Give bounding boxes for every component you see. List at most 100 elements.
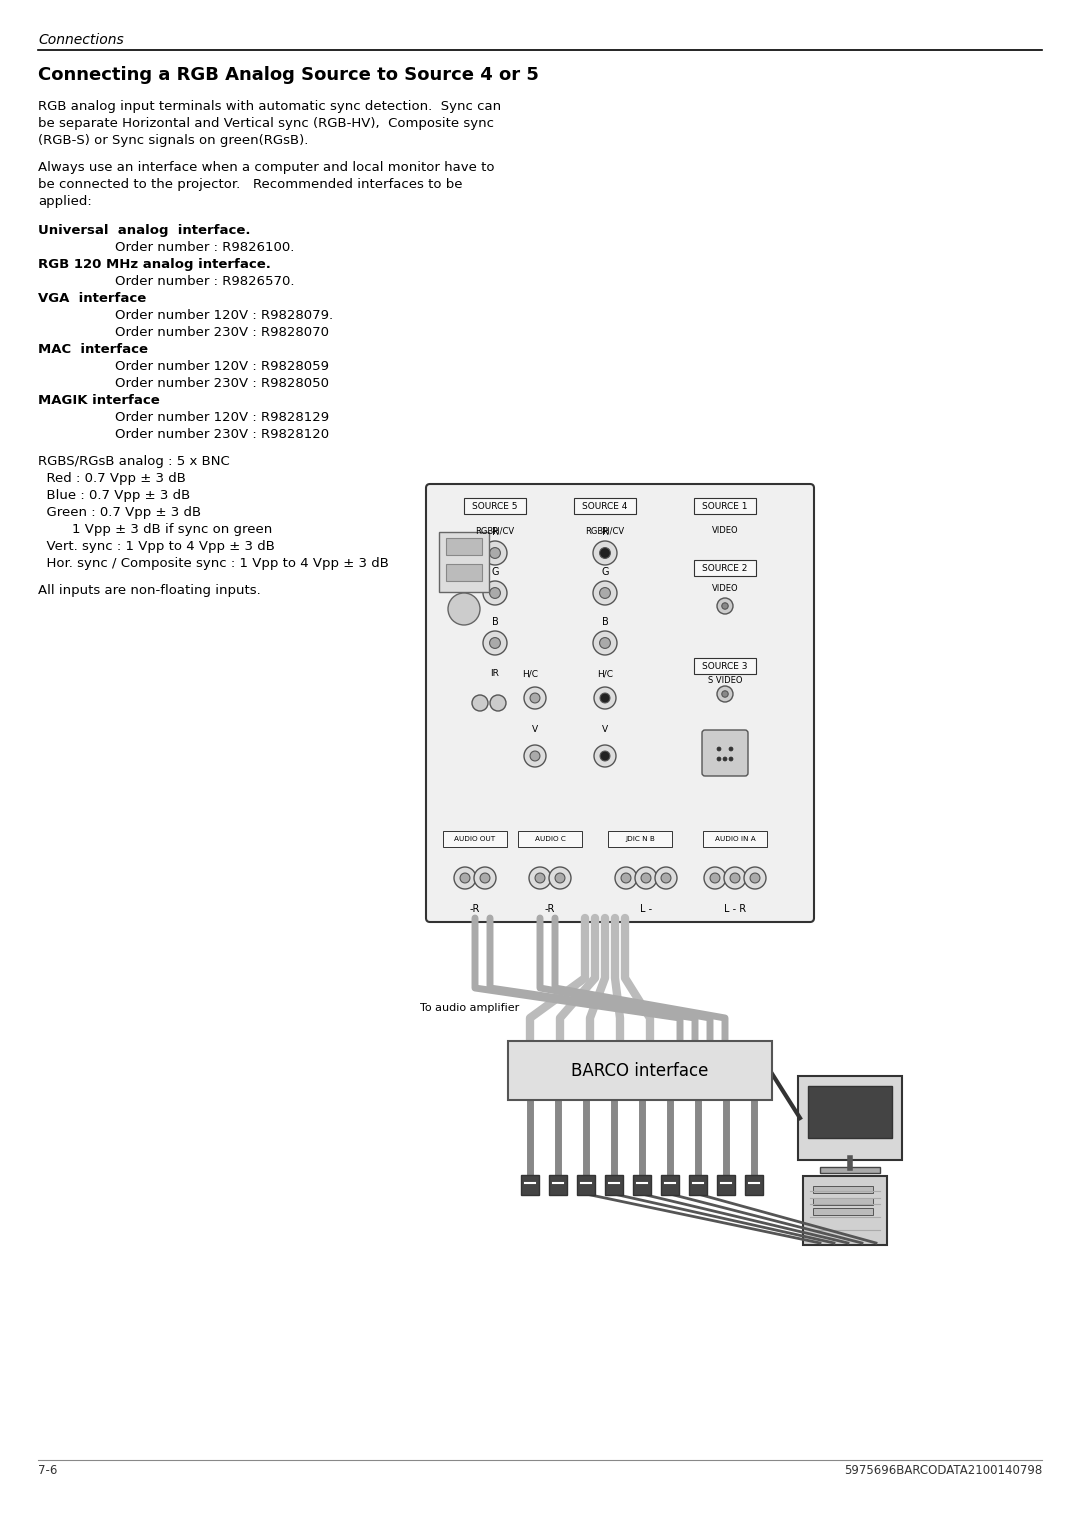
Circle shape (530, 694, 540, 703)
Text: Vert. sync : 1 Vpp to 4 Vpp ± 3 dB: Vert. sync : 1 Vpp to 4 Vpp ± 3 dB (38, 539, 275, 553)
Text: 5975696BARCODATA2100140798: 5975696BARCODATA2100140798 (843, 1464, 1042, 1478)
Circle shape (448, 593, 480, 625)
Text: H/C: H/C (522, 669, 538, 678)
Circle shape (555, 872, 565, 883)
Circle shape (729, 756, 733, 761)
Text: Order number : R9826570.: Order number : R9826570. (114, 275, 295, 287)
Circle shape (642, 872, 651, 883)
FancyBboxPatch shape (426, 484, 814, 921)
FancyBboxPatch shape (694, 559, 756, 576)
Text: MAC  interface: MAC interface (38, 342, 148, 356)
Circle shape (474, 866, 496, 889)
FancyBboxPatch shape (633, 1175, 651, 1195)
Circle shape (524, 688, 546, 709)
Text: Blue : 0.7 Vpp ± 3 dB: Blue : 0.7 Vpp ± 3 dB (38, 489, 190, 503)
Text: AUDIO OUT: AUDIO OUT (455, 836, 496, 842)
Text: Order number : R9826100.: Order number : R9826100. (114, 241, 295, 254)
Circle shape (599, 547, 610, 558)
Text: Connecting a RGB Analog Source to Source 4 or 5: Connecting a RGB Analog Source to Source… (38, 66, 539, 84)
Text: applied:: applied: (38, 196, 92, 208)
Text: 7-6: 7-6 (38, 1464, 57, 1478)
Circle shape (744, 866, 766, 889)
Circle shape (750, 872, 760, 883)
Text: Order number 230V : R9828120: Order number 230V : R9828120 (114, 428, 329, 442)
Circle shape (483, 631, 507, 656)
Circle shape (717, 756, 721, 761)
FancyBboxPatch shape (798, 1076, 902, 1160)
FancyBboxPatch shape (804, 1177, 887, 1245)
FancyBboxPatch shape (605, 1175, 623, 1195)
Bar (446, 538, 482, 555)
Text: VGA  interface: VGA interface (38, 292, 146, 306)
Text: Connections: Connections (38, 34, 124, 47)
Bar (808, 1086, 892, 1138)
Text: RGB analog input terminals with automatic sync detection.  Sync can: RGB analog input terminals with automati… (38, 99, 501, 113)
Text: Order number 230V : R9828070: Order number 230V : R9828070 (114, 325, 329, 339)
Circle shape (594, 688, 616, 709)
FancyBboxPatch shape (689, 1175, 707, 1195)
Text: 1 Vpp ± 3 dB if sync on green: 1 Vpp ± 3 dB if sync on green (38, 523, 272, 536)
Text: To audio amplifier: To audio amplifier (420, 1002, 519, 1013)
Circle shape (721, 604, 728, 610)
Text: BARCO interface: BARCO interface (571, 1062, 708, 1079)
Circle shape (730, 872, 740, 883)
Text: AUDIO C: AUDIO C (535, 836, 566, 842)
Text: RGB 120 MHz analog interface.: RGB 120 MHz analog interface. (38, 258, 271, 270)
FancyBboxPatch shape (573, 498, 636, 513)
Text: Order number 120V : R9828129: Order number 120V : R9828129 (114, 411, 329, 423)
Circle shape (535, 872, 545, 883)
Circle shape (600, 752, 610, 761)
Circle shape (593, 631, 617, 656)
Circle shape (717, 747, 721, 750)
Circle shape (480, 872, 490, 883)
Bar (446, 564, 482, 581)
Circle shape (724, 866, 746, 889)
Circle shape (621, 872, 631, 883)
Text: SOURCE 5: SOURCE 5 (472, 501, 517, 510)
Circle shape (549, 866, 571, 889)
FancyBboxPatch shape (745, 1175, 762, 1195)
FancyBboxPatch shape (521, 1175, 539, 1195)
Circle shape (599, 588, 610, 599)
Circle shape (490, 695, 507, 711)
Text: SOURCE 4: SOURCE 4 (582, 501, 627, 510)
Text: H/C: H/C (597, 669, 613, 678)
Circle shape (599, 637, 610, 648)
Text: -R: -R (544, 905, 555, 914)
Text: V: V (602, 724, 608, 733)
Text: RGBH/CV: RGBH/CV (475, 526, 514, 535)
Circle shape (721, 691, 728, 697)
Circle shape (654, 866, 677, 889)
FancyBboxPatch shape (661, 1175, 679, 1195)
Circle shape (710, 872, 720, 883)
Text: Always use an interface when a computer and local monitor have to: Always use an interface when a computer … (38, 160, 495, 174)
Circle shape (530, 752, 540, 761)
Text: All inputs are non-floating inputs.: All inputs are non-floating inputs. (38, 584, 260, 597)
Text: V: V (532, 724, 538, 733)
Text: Green : 0.7 Vpp ± 3 dB: Green : 0.7 Vpp ± 3 dB (38, 506, 201, 520)
Text: (RGB-S) or Sync signals on green(RGsB).: (RGB-S) or Sync signals on green(RGsB). (38, 134, 309, 147)
FancyBboxPatch shape (702, 730, 748, 776)
Bar (813, 1198, 873, 1206)
Circle shape (483, 581, 507, 605)
Text: S VIDEO: S VIDEO (707, 675, 742, 685)
Circle shape (594, 746, 616, 767)
Text: B: B (491, 617, 498, 626)
Text: L -: L - (640, 905, 652, 914)
Text: Hor. sync / Composite sync : 1 Vpp to 4 Vpp ± 3 dB: Hor. sync / Composite sync : 1 Vpp to 4 … (38, 558, 389, 570)
Text: SOURCE 2: SOURCE 2 (702, 564, 747, 573)
Circle shape (717, 686, 733, 701)
Circle shape (524, 746, 546, 767)
Text: R: R (602, 527, 608, 536)
Circle shape (723, 756, 727, 761)
FancyBboxPatch shape (518, 831, 582, 847)
Text: be connected to the projector.   Recommended interfaces to be: be connected to the projector. Recommend… (38, 177, 462, 191)
Circle shape (600, 694, 610, 703)
Text: IR: IR (490, 669, 499, 678)
FancyBboxPatch shape (438, 532, 489, 591)
Circle shape (615, 866, 637, 889)
Text: RGBS/RGsB analog : 5 x BNC: RGBS/RGsB analog : 5 x BNC (38, 455, 230, 468)
Text: VIDEO: VIDEO (712, 526, 739, 535)
FancyBboxPatch shape (608, 831, 672, 847)
Text: JDIC N B: JDIC N B (625, 836, 654, 842)
